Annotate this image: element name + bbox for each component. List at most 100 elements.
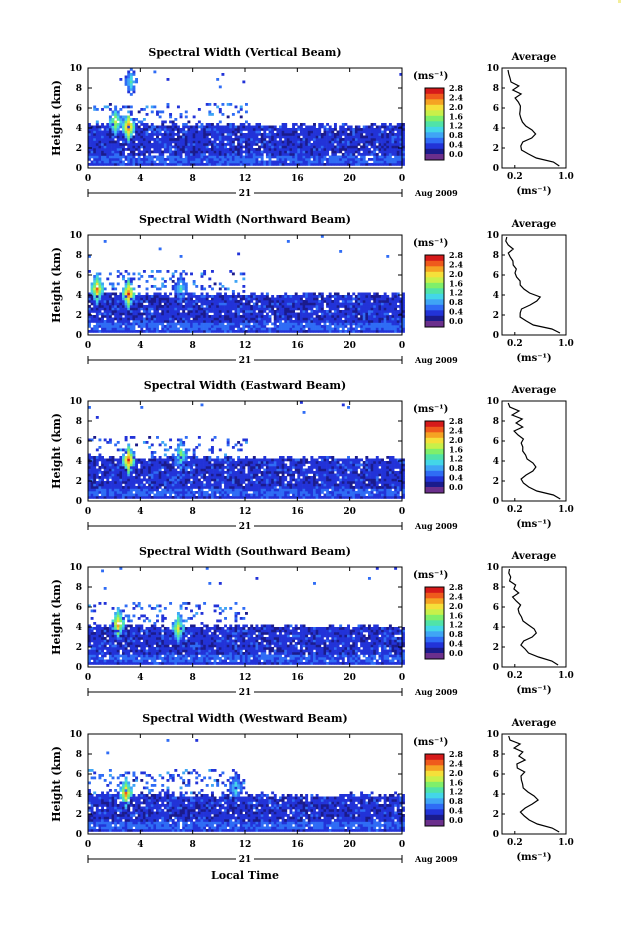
heatmap-cell (114, 473, 118, 477)
heatmap-cell (127, 90, 131, 94)
heatmap-cell (297, 155, 301, 159)
y-tick-label: 4 (76, 124, 82, 134)
heatmap-cell (153, 310, 157, 313)
heatmap-cell (365, 133, 369, 136)
heatmap-cell (344, 148, 348, 151)
heatmap-cell (166, 105, 170, 109)
heatmap-cell (182, 128, 186, 131)
heatmap-cell (158, 305, 162, 308)
heatmap-cell (284, 160, 288, 164)
heatmap-cell (289, 330, 293, 333)
heatmap-cell (341, 320, 345, 323)
heatmap-cell (122, 155, 125, 159)
heatmap-cell (205, 461, 209, 464)
heatmap-cell (122, 486, 125, 489)
heatmap-cell (226, 310, 230, 313)
heatmap-cell (331, 150, 335, 154)
heatmap-cell (258, 297, 261, 301)
heatmap-cell (132, 148, 136, 151)
heatmap-cell (148, 486, 152, 489)
heatmap-cell (153, 307, 157, 311)
heatmap-cell (200, 330, 204, 333)
heatmap-cell (354, 302, 358, 306)
heatmap-cell (142, 148, 146, 151)
heatmap-cell (158, 150, 162, 154)
heatmap-cell (313, 135, 316, 139)
heatmap-cell (347, 322, 350, 326)
heatmap-cell (95, 317, 99, 321)
heatmap-cell (268, 145, 272, 149)
heatmap-cell (208, 155, 212, 159)
heatmap-cell (184, 155, 188, 159)
heatmap-cell (402, 158, 405, 161)
heatmap-cell (148, 128, 152, 131)
heatmap-cell (328, 145, 332, 149)
heatmap-cell (221, 130, 225, 134)
heatmap-cell (313, 153, 316, 156)
heatmap-cell (114, 135, 118, 139)
heatmap-cell (122, 105, 125, 109)
heatmap-cell (161, 463, 165, 467)
heatmap-cell (221, 125, 225, 129)
heatmap-cell (135, 160, 139, 164)
heatmap-cell (255, 330, 259, 333)
heatmap-cell (166, 133, 170, 136)
heatmap-cell (169, 153, 173, 156)
heatmap-cell (95, 322, 99, 326)
heatmap-cell (190, 133, 193, 136)
heatmap-cell (166, 486, 170, 489)
heatmap-cell (203, 478, 207, 482)
x-tick-label: 0 (85, 174, 91, 184)
heatmap-cell (370, 295, 374, 298)
heatmap-cell (273, 153, 277, 156)
heatmap-cell (402, 297, 405, 301)
heatmap-cell (394, 128, 398, 131)
heatmap-cell (200, 148, 204, 151)
heatmap-cell (260, 143, 264, 146)
heatmap-cell (103, 312, 107, 316)
heatmap-cell (352, 163, 356, 166)
heatmap-cell (161, 471, 165, 474)
heatmap-cell (174, 148, 178, 151)
heatmap-cell (166, 143, 170, 146)
heatmap-cell (93, 310, 97, 313)
heatmap-cell (375, 307, 379, 311)
heatmap-cell (140, 133, 144, 136)
heatmap-cell (268, 138, 272, 141)
heatmap-cell (124, 476, 128, 479)
heatmap-cell (140, 466, 144, 469)
heatmap-cell (98, 446, 102, 449)
heatmap-cell (341, 295, 345, 298)
heatmap-cell (190, 150, 193, 154)
heatmap-cell (190, 148, 193, 151)
heatmap-cell (360, 158, 364, 161)
heatmap-cell (297, 305, 301, 308)
heatmap-cell (150, 325, 154, 328)
heatmap-cell (203, 317, 207, 321)
heatmap-cell (169, 458, 173, 462)
heatmap-cell (187, 302, 191, 306)
heatmap-cell (195, 155, 199, 159)
heatmap-cell (344, 305, 348, 308)
heatmap-cell (370, 312, 374, 316)
heatmap-cell (320, 135, 324, 139)
heatmap-cell (208, 163, 212, 166)
heatmap-cell (336, 130, 340, 134)
heatmap-cell (182, 145, 186, 149)
heatmap-cell (200, 310, 204, 313)
heatmap-cell (122, 488, 125, 492)
heatmap-cell (182, 453, 186, 457)
heatmap-cell (166, 140, 170, 144)
heatmap-cell (260, 133, 264, 136)
heatmap-cell (203, 297, 207, 301)
heatmap-cell (197, 315, 201, 318)
heatmap-cell (108, 481, 112, 484)
heatmap-cell (135, 130, 139, 134)
heatmap-cell (158, 493, 162, 497)
heatmap-cell (299, 302, 303, 306)
heatmap-cell (137, 496, 141, 499)
heatmap-cell (383, 153, 387, 156)
heatmap-cell (292, 330, 296, 333)
heatmap-cell (354, 138, 358, 141)
heatmap-cell (103, 476, 107, 479)
